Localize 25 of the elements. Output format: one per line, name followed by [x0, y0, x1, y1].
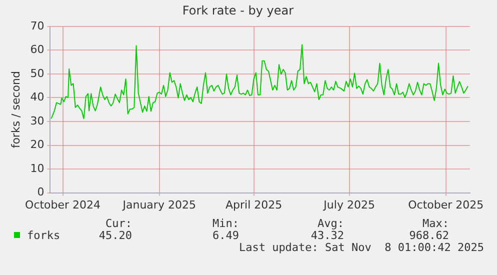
- text: Min:: [212, 217, 239, 230]
- x-tick-label: July 2025: [322, 198, 375, 212]
- y-tick-label: 0: [37, 186, 44, 199]
- text: 6.49: [212, 229, 239, 242]
- y-tick-label: 60: [30, 43, 44, 56]
- legend-label: forks: [27, 229, 60, 242]
- text: 968.62: [409, 229, 449, 242]
- chart-title: Fork rate - by year: [182, 3, 294, 18]
- y-axis-title: forks / second: [9, 71, 22, 148]
- x-tick-label: October 2025: [408, 198, 484, 212]
- y-tick-label: 40: [30, 90, 44, 104]
- text: Last update: Sat Nov 8 01:00:42 2025: [238, 241, 484, 254]
- y-tick-label: 30: [30, 114, 44, 128]
- y-tick-label: 10: [30, 162, 44, 175]
- text: Cur:: [106, 217, 132, 230]
- x-tick-label: April 2025: [225, 198, 282, 212]
- text: Avg:: [318, 217, 344, 230]
- x-tick-label: January 2025: [122, 198, 196, 212]
- x-tick-label: October 2024: [25, 198, 101, 212]
- text: 43.32: [310, 229, 344, 242]
- y-tick-label: 20: [30, 138, 44, 152]
- text: Max:: [422, 217, 449, 230]
- y-tick-label: 50: [30, 66, 44, 80]
- text: 45.20: [98, 229, 132, 242]
- y-tick-label: 70: [30, 19, 44, 32]
